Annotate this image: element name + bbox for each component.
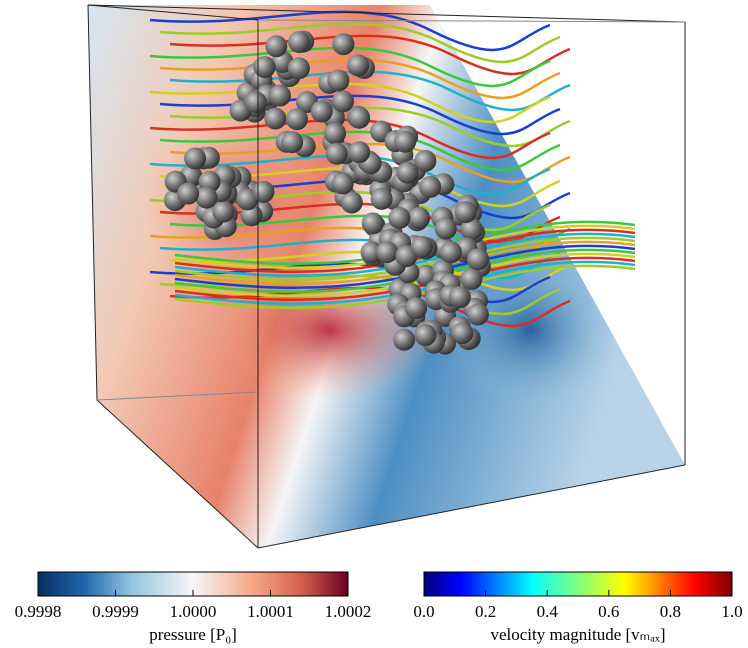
streamline [159, 22, 561, 64]
sphere [348, 141, 371, 164]
sphere [184, 147, 207, 170]
sphere [285, 108, 308, 131]
sphere [451, 322, 474, 345]
sphere [281, 131, 304, 154]
sphere [460, 268, 483, 291]
streamline [149, 46, 551, 88]
streamline [159, 130, 561, 172]
sphere [331, 90, 354, 113]
sphere [396, 161, 419, 184]
sphere [287, 57, 310, 80]
sphere [288, 30, 311, 53]
sphere [414, 324, 437, 347]
sphere [177, 182, 200, 205]
sphere [310, 100, 333, 123]
sphere [466, 248, 489, 271]
tick-label: 1.0002 [325, 602, 372, 621]
sphere [347, 54, 370, 77]
streamline [174, 232, 636, 277]
sphere [244, 91, 267, 114]
tick-label: 0.8 [660, 602, 681, 621]
sphere [408, 206, 431, 229]
colorbar-label: velocity magnitude [vₘₐₓ] [490, 625, 665, 644]
sphere [460, 218, 483, 241]
sphere [348, 106, 371, 129]
tick-label: 1.0000 [170, 602, 217, 621]
sphere [340, 191, 363, 214]
sphere [388, 206, 411, 229]
sphere [360, 241, 383, 264]
sphere [325, 142, 348, 165]
sphere [332, 33, 355, 56]
streamline [174, 236, 636, 281]
sphere [331, 172, 354, 195]
tick-label: 0.9999 [92, 602, 139, 621]
colorbar-label: pressure [P₀] [149, 625, 237, 644]
tick-label: 0.6 [598, 602, 619, 621]
colorbar: 0.0 0.2 0.4 0.6 0.8 1.0 velocity magnitude [vₘ… [413, 571, 743, 644]
sphere [370, 187, 393, 210]
sphere [376, 241, 399, 264]
sphere [414, 149, 437, 172]
sphere [448, 286, 471, 309]
sphere [419, 175, 442, 198]
sphere [434, 217, 457, 240]
render [87, 4, 686, 549]
sphere [361, 212, 384, 235]
sphere [394, 130, 417, 153]
tick-label: 0.9998 [15, 602, 62, 621]
sphere [264, 107, 287, 130]
streamline [149, 10, 551, 52]
sphere [466, 303, 489, 326]
sphere [252, 180, 275, 203]
sphere [324, 122, 347, 145]
tick-label: 1.0 [721, 602, 742, 621]
tick-label: 0.2 [475, 602, 496, 621]
sphere [195, 186, 218, 209]
sphere [327, 69, 350, 92]
tick-label: 1.0001 [247, 602, 294, 621]
sphere [439, 241, 462, 264]
sphere [405, 297, 428, 320]
streamline [174, 256, 636, 301]
sphere [393, 328, 416, 351]
colorbar-gradient [423, 571, 733, 597]
tick-label: 0.0 [413, 602, 434, 621]
sphere [265, 35, 288, 58]
sphere [212, 200, 235, 223]
colorbar: 0.9998 0.9999 1.0000 1.0001 1.0002 pressure [… [15, 571, 372, 644]
tick-label: 0.4 [537, 602, 559, 621]
sphere [454, 201, 477, 224]
sphere [410, 235, 433, 258]
sphere [253, 56, 276, 79]
sphere [268, 84, 291, 107]
